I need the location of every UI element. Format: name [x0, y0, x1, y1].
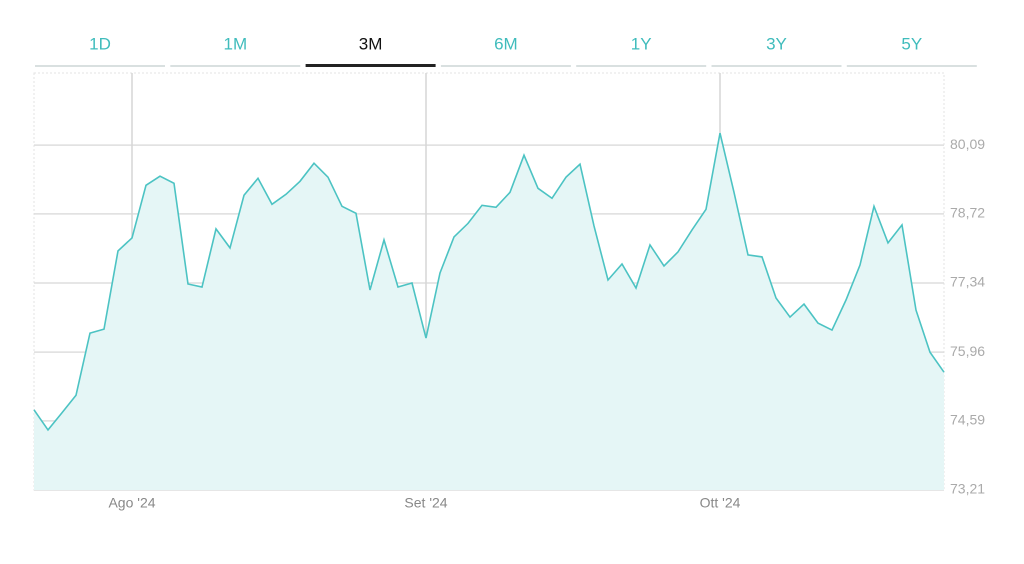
- tab-label[interactable]: 1D: [89, 34, 111, 53]
- tab-label[interactable]: 3Y: [766, 34, 787, 53]
- tab-label[interactable]: 3M: [359, 34, 383, 53]
- x-tick-label: Set '24: [404, 495, 447, 511]
- tab-label[interactable]: 1Y: [631, 34, 652, 53]
- tab-underline: [711, 65, 842, 67]
- y-tick-label: 75,96: [950, 343, 985, 359]
- tab-underline: [440, 65, 571, 67]
- tab-label[interactable]: 1M: [223, 34, 247, 53]
- area-fill: [34, 133, 944, 490]
- y-tick-label: 74,59: [950, 412, 985, 428]
- tab-underline: [170, 65, 301, 67]
- y-tick-label: 80,09: [950, 136, 985, 152]
- tab-underline: [576, 65, 707, 67]
- tab-underline: [35, 65, 165, 67]
- tab-label[interactable]: 5Y: [901, 34, 922, 53]
- price-line: [33, 132, 945, 432]
- x-tick-label: Ott '24: [700, 495, 741, 511]
- y-tick-label: 73,21: [950, 481, 985, 497]
- tab-underline: [305, 64, 436, 67]
- y-tick-label: 78,72: [950, 205, 985, 221]
- tab-underline: [846, 65, 977, 67]
- x-tick-label: Ago '24: [108, 495, 155, 511]
- tab-label[interactable]: 6M: [494, 34, 518, 53]
- y-tick-label: 77,34: [950, 274, 985, 290]
